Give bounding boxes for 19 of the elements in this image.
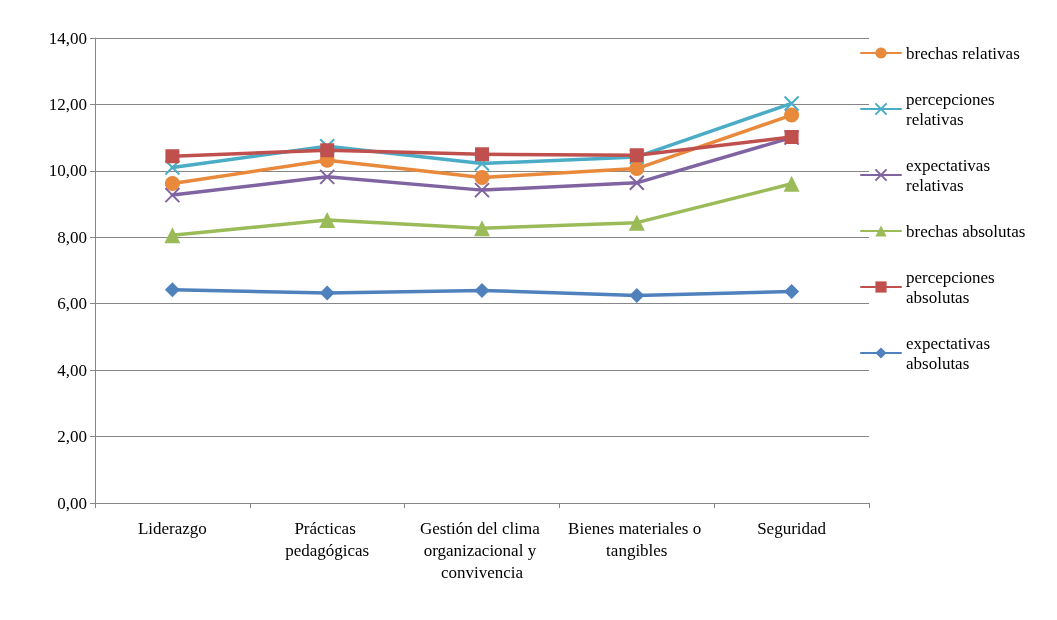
x-tick-label: Bienes materiales o tangibles [568,518,706,560]
legend-label: brechas absolutas [906,221,1026,241]
y-tick-label: 10,00 [48,161,87,181]
y-tick-label: 0,00 [57,493,87,513]
y-tick-label: 12,00 [48,94,87,114]
x-tick-label: Gestión del clima organizacional y convivencia [419,518,545,582]
y-tick-label: 14,00 [48,28,87,48]
legend-label: expectativas relativas [906,155,995,195]
legend-label: percepciones relativas [906,89,999,129]
legend-label: expectativas absolutas [906,333,995,373]
x-tick-label: Liderazgo [137,518,207,538]
y-tick-label: 6,00 [57,294,87,314]
y-tick-label: 4,00 [57,360,87,380]
x-tick-label: Seguridad [757,518,827,538]
x-tick-label: Prácticas pedagógicas [285,518,370,560]
legend-label: percepciones absolutas [906,267,999,307]
y-tick-label: 2,00 [57,427,87,447]
legend-label: brechas relativas [906,43,1020,63]
y-tick-label: 8,00 [57,227,87,247]
